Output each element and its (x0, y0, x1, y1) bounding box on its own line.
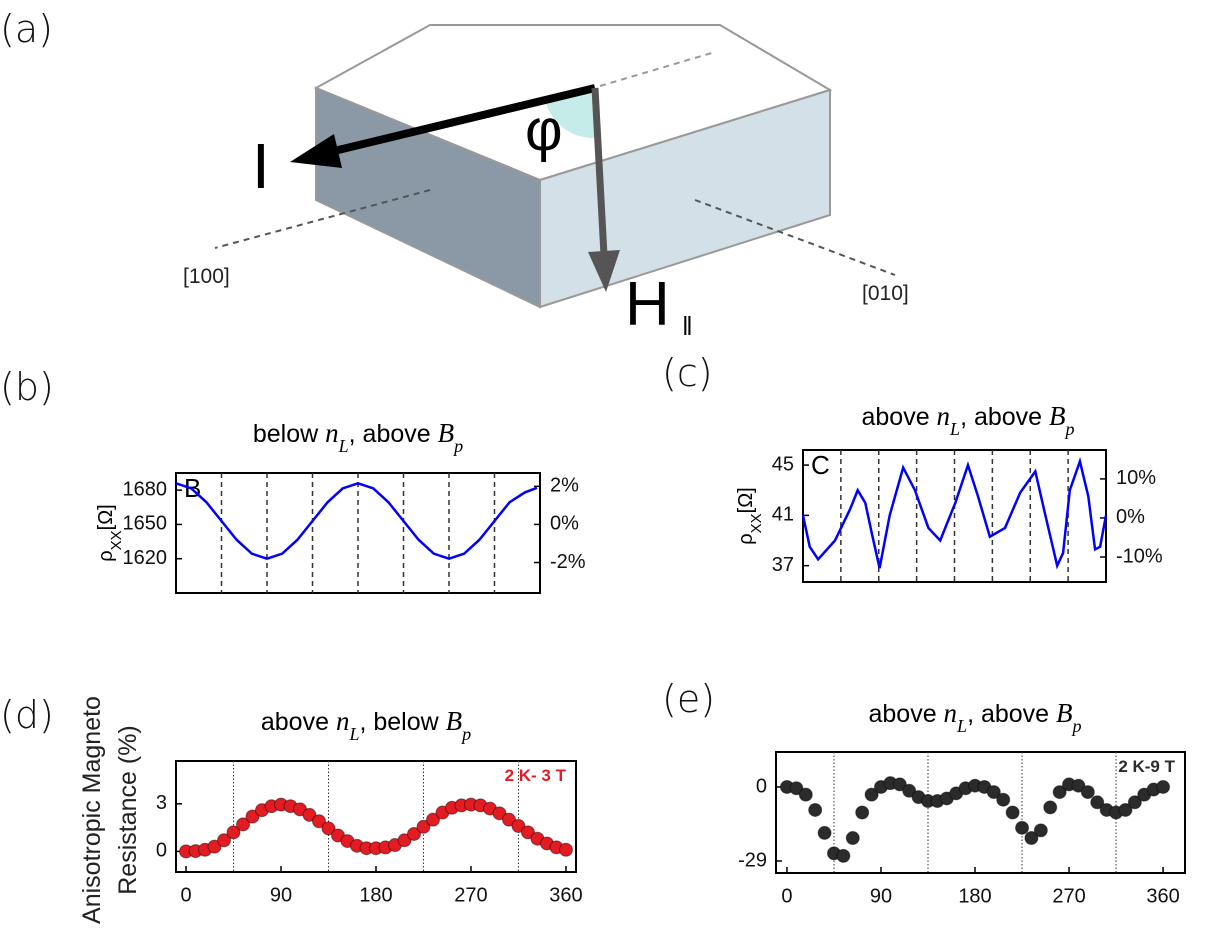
title-part: B (446, 706, 463, 736)
y2-tick-label: 0% (550, 513, 579, 535)
data-line (176, 483, 537, 558)
title-part: n (325, 418, 339, 448)
current-label: I (252, 130, 270, 202)
condition-label: 2 K-9 T (1118, 757, 1175, 776)
title-part: B (1049, 401, 1066, 431)
panel-label: (e) (662, 677, 715, 721)
data-point (1044, 801, 1057, 814)
y2-tick-label: 0% (1116, 506, 1145, 528)
chart-title: above nL, above Bp (868, 698, 1081, 736)
y-label-part: XX (108, 530, 125, 550)
title-part: L (956, 716, 967, 736)
chart: 0 3 0 90 180 270 360 above nL, below Bp Anisotro… (78, 696, 583, 924)
data-point (997, 793, 1010, 806)
title-part: L (348, 724, 359, 744)
y-label-part: ρ (735, 533, 757, 544)
title-part: p (460, 724, 471, 744)
data-point (1034, 824, 1047, 837)
y2-tick-label: 10% (1116, 467, 1156, 489)
x-tick-label: 180 (958, 885, 991, 907)
chart-title: below nL, above Bp (253, 418, 463, 456)
x-tick-label: 90 (270, 884, 292, 906)
data-point (799, 788, 812, 801)
y-axis-label: ρXX[Ω] (735, 487, 765, 544)
data-point (846, 832, 859, 845)
y-tick-label: 37 (772, 554, 794, 576)
x-tick-label: 90 (870, 885, 892, 907)
y-tick-label: 1620 (123, 547, 168, 569)
data-point (809, 803, 822, 816)
data-point (818, 826, 831, 839)
direction-label: [100] (183, 265, 230, 288)
title-part: , above (967, 700, 1056, 728)
title-part: p (1064, 419, 1075, 439)
x-tick-label: 270 (1052, 885, 1085, 907)
crystal-diagram: I φ H ‖ [100] [010] (183, 25, 909, 341)
chart-title: above nL, above Bp (861, 401, 1074, 439)
data-point (856, 806, 869, 819)
y-label-part: [Ω] (735, 487, 757, 513)
title-part: n (937, 401, 951, 431)
y-tick-label: 3 (156, 792, 167, 814)
title-part: above (861, 403, 936, 431)
x-tick-label: 0 (781, 885, 792, 907)
data-point (559, 843, 572, 856)
panel-label: (c) (662, 351, 713, 395)
y-tick-label: 45 (772, 453, 794, 475)
y2-tick-label: -2% (550, 551, 586, 573)
title-part: n (336, 706, 350, 736)
title-part: below (253, 420, 325, 448)
data-point (1006, 806, 1019, 819)
title-part: p (1071, 716, 1082, 736)
title-part: L (949, 419, 960, 439)
data-point (1081, 786, 1094, 799)
y-axis-label: Anisotropic Magneto (78, 696, 106, 924)
y-tick-label: 41 (772, 504, 794, 526)
title-part: B (1056, 698, 1073, 728)
x-tick-label: 180 (359, 884, 392, 906)
title-part: L (338, 436, 349, 456)
y-tick-label: -29 (738, 849, 767, 871)
angle-label: φ (525, 98, 563, 163)
y-label-part: [Ω] (95, 504, 117, 530)
y-tick-label: 1680 (123, 478, 168, 500)
figure: (a) (b) (c) (d) (e) I φ H ‖ [100] [010] … (0, 0, 1220, 947)
y-tick-label: 1650 (123, 513, 168, 535)
title-part: above (868, 700, 943, 728)
title-part: , below (359, 708, 445, 736)
x-tick-label: 360 (1146, 885, 1179, 907)
x-tick-label: 270 (454, 884, 487, 906)
y-label-part: ρ (95, 550, 117, 561)
title-part: , above (960, 403, 1049, 431)
panel-label: (a) (0, 7, 53, 51)
y-tick-label: 0 (756, 775, 767, 797)
title-part: B (438, 418, 455, 448)
field-subscript: ‖ (682, 311, 693, 341)
condition-label: 2 K- 3 T (505, 766, 567, 785)
y2-tick-label: -10% (1116, 545, 1163, 567)
panel-label: (d) (0, 693, 54, 737)
x-tick-label: 360 (549, 884, 582, 906)
field-label: H (625, 270, 670, 339)
data-point (1016, 821, 1029, 834)
y-axis-label: ρXX[Ω] (95, 504, 125, 561)
chart: 37 41 45 -10% 0% 10% above nL, above Bp ρXX[Ω] C (735, 401, 1163, 582)
data-point (1157, 780, 1170, 793)
direction-label: [010] (862, 282, 909, 305)
title-part: p (452, 436, 463, 456)
data-point (837, 849, 850, 862)
x-tick-label: 0 (180, 884, 191, 906)
title-part: n (944, 698, 958, 728)
y-tick-label: 0 (156, 840, 167, 862)
y2-tick-label: 2% (550, 475, 579, 497)
title-part: above (261, 708, 336, 736)
chart-title: above nL, below Bp (261, 706, 471, 744)
y-axis-label: Resistance (%) (114, 725, 142, 895)
chart: -29 0 0 90 180 270 360 above nL, above Bp 2 K-9 … (738, 698, 1185, 907)
panel-annotation: C (811, 450, 830, 480)
panel-label: (b) (0, 365, 54, 409)
title-part: , above (349, 420, 438, 448)
chart: 1620 1650 1680 -2% 0% 2% below nL, above Bp ρXX… (95, 418, 586, 593)
y-label-part: XX (748, 513, 765, 533)
